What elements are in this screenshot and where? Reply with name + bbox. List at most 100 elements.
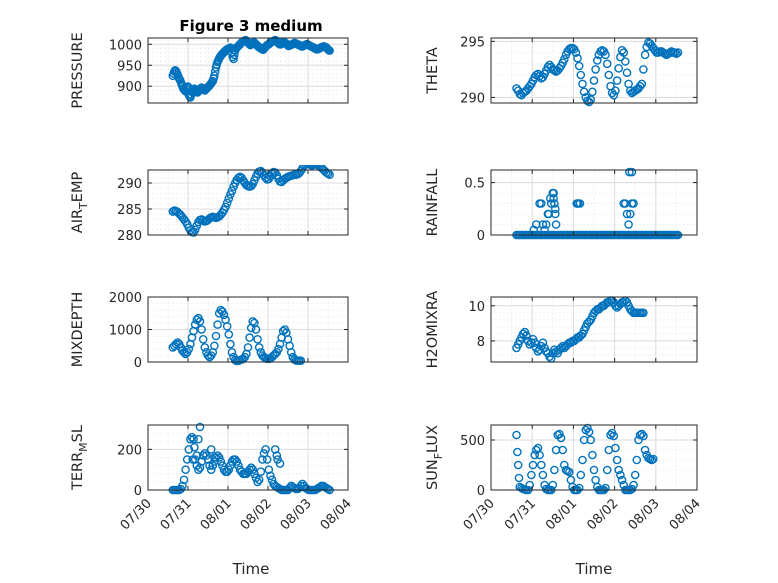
x-axis-label-left: Time	[232, 560, 270, 578]
panel-mixdepth: 0 1000 2000 MIXDEPTH	[70, 291, 349, 371]
data-point	[550, 465, 559, 475]
data-point	[202, 451, 211, 460]
data-point	[574, 61, 584, 71]
panel-terr-msl: 0 200 TERRMSL 07/30 07/31 08/01 08/02 08/03 08/0…	[70, 422, 355, 533]
data-point	[325, 170, 334, 179]
data-point	[232, 457, 242, 466]
data-point	[611, 301, 620, 311]
data-point	[190, 225, 200, 235]
axes-frame	[490, 424, 698, 491]
y-axis-label: SUNFLUX	[425, 425, 445, 490]
data-point	[576, 70, 586, 80]
data-points	[168, 165, 334, 237]
data-point	[194, 434, 203, 444]
data-point	[514, 473, 524, 483]
data-point	[512, 430, 521, 440]
data-point	[219, 310, 229, 320]
data-point	[604, 70, 614, 80]
y-tick-label: 290	[117, 177, 142, 192]
axes-frame	[147, 169, 349, 236]
x-tick-label: 08/01	[198, 496, 235, 533]
data-point	[197, 325, 206, 334]
data-point	[530, 338, 540, 348]
data-point	[189, 434, 198, 444]
y-axis-label: AIRTEMP	[70, 172, 90, 234]
x-tick-label: 08/04	[667, 496, 704, 533]
data-point	[254, 475, 264, 485]
x-tick-label: 08/04	[318, 496, 355, 533]
data-point	[221, 202, 230, 212]
data-point	[184, 445, 194, 454]
data-point	[617, 46, 627, 55]
axes-frame	[490, 169, 698, 236]
data-point	[621, 57, 630, 66]
data-point	[194, 465, 203, 475]
data-point	[248, 465, 258, 475]
data-point	[611, 86, 620, 95]
data-point	[589, 76, 599, 85]
data-point	[625, 167, 634, 177]
data-point	[210, 71, 219, 80]
y-tick-label: 200	[117, 443, 142, 458]
data-point	[593, 56, 602, 65]
data-point	[565, 467, 574, 477]
y-axis-label: MIXDEPTH	[70, 292, 86, 368]
y-tick-label: 280	[117, 229, 142, 244]
data-point	[602, 465, 612, 475]
data-point	[612, 455, 622, 465]
data-point	[224, 194, 234, 203]
data-point	[253, 477, 262, 487]
data-point	[210, 341, 219, 351]
data-points	[168, 35, 334, 102]
data-point	[513, 460, 523, 470]
data-point	[264, 465, 274, 475]
data-point	[262, 455, 272, 464]
x-tick-label: 08/03	[278, 496, 315, 533]
data-point	[222, 198, 232, 208]
data-point	[672, 49, 681, 59]
data-point	[200, 343, 210, 352]
data-point	[274, 344, 283, 354]
data-point	[522, 331, 531, 340]
data-point	[586, 435, 596, 445]
y-tick-label: 0	[134, 484, 142, 499]
data-point	[248, 317, 258, 326]
data-point	[537, 199, 546, 208]
data-point	[309, 165, 318, 170]
x-tick-label: 07/30	[118, 496, 155, 533]
y-tick-label: 285	[117, 203, 142, 218]
data-point	[556, 433, 566, 443]
y-tick-label: 290	[460, 91, 485, 106]
data-point	[601, 483, 610, 493]
data-point	[513, 447, 522, 457]
data-point	[673, 48, 683, 57]
data-point	[322, 44, 332, 53]
data-point	[226, 339, 235, 349]
data-point	[538, 220, 548, 229]
x-tick-label: 07/30	[461, 496, 498, 533]
y-axis-label: PRESSURE	[70, 32, 86, 108]
data-point	[184, 344, 194, 354]
panel-sun-flux: 0 500 SUNFLUX 07/30 07/31 08/01 08/02 08/03 08/0…	[425, 423, 704, 533]
data-point	[525, 480, 535, 490]
data-point	[548, 480, 558, 490]
data-point	[632, 455, 642, 465]
axes-frame	[147, 424, 349, 491]
data-point	[541, 220, 551, 229]
y-tick-label: 295	[460, 35, 485, 50]
data-point	[551, 204, 560, 214]
data-point	[272, 451, 282, 460]
data-point	[630, 470, 640, 480]
data-point	[609, 431, 619, 441]
y-tick-label: 2000	[109, 291, 142, 306]
data-point	[266, 471, 275, 481]
data-point	[206, 445, 216, 454]
data-point	[270, 445, 280, 454]
data-point	[591, 65, 600, 74]
data-point	[609, 90, 619, 100]
data-point	[619, 48, 629, 57]
data-point	[195, 463, 205, 473]
y-tick-label: 0	[477, 484, 485, 499]
data-point	[573, 53, 582, 63]
data-point	[301, 165, 310, 169]
